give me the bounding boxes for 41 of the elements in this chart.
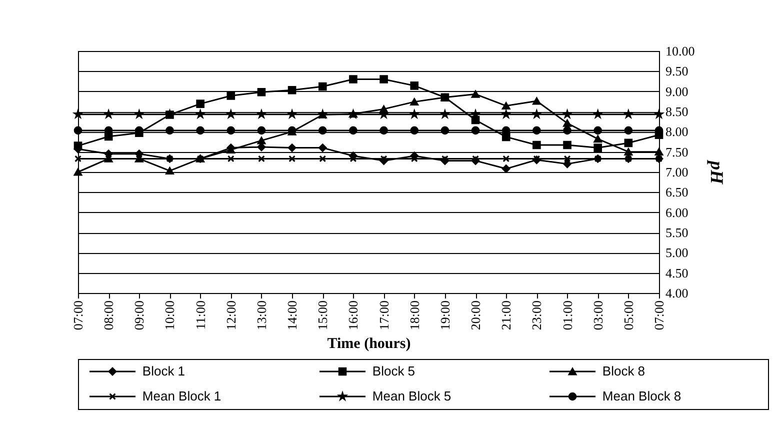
y-tick-label: 9.00 [666,84,688,99]
x-tick-label: 15:00 [315,300,330,330]
legend-label: Block 5 [372,364,416,378]
x-tick-label: 12:00 [223,300,238,330]
legend-label: Mean Block 8 [602,388,682,404]
x-tick-label: 20:00 [468,300,484,330]
x-tick-label: 01:00 [560,300,575,330]
x-tick-label: 11:00 [192,300,208,330]
legend-label: Block 1 [142,364,186,378]
y-tick-label: 6.00 [666,204,688,220]
legend-label: Mean Block 5 [372,388,452,404]
y-axis-title: pH [706,158,727,185]
x-tick-label: 19:00 [437,300,452,330]
x-tick-label: 05:00 [620,300,636,330]
y-tick-label: 7.50 [666,144,688,160]
y-tick-label: 4.00 [666,286,688,300]
x-tick-label: 08:00 [101,300,116,330]
x-tick-label: 07:00 [70,300,86,330]
x-tick-label: 09:00 [132,300,147,330]
y-tick-label: 6.50 [666,184,688,200]
x-tick-label: 16:00 [346,300,361,330]
y-tick-label: 8.00 [666,124,688,140]
x-tick-label: 14:00 [284,300,300,330]
x-tick-label: 03:00 [590,300,606,330]
x-tick-label: 17:00 [376,300,392,330]
y-tick-label: 5.50 [666,225,688,240]
legend-label: Block 8 [602,364,646,378]
x-tick-label: 23:00 [529,300,544,330]
y-tick-label: 4.50 [666,265,688,280]
y-tick-label: 5.00 [666,245,688,260]
x-tick-label: 07:00 [652,300,666,330]
y-tick-label: 9.50 [666,64,688,79]
x-tick-label: 21:00 [498,300,514,330]
x-tick-label: 13:00 [254,300,269,330]
y-tick-label: 7.00 [666,164,688,180]
x-tick-label: 18:00 [406,300,422,330]
y-tick-label: 10.00 [666,44,695,58]
y-tick-label: 8.50 [666,104,688,119]
legend-label: Mean Block 1 [142,388,222,404]
x-tick-label: 10:00 [162,300,178,330]
x-axis-title: Time (hours) [327,336,411,352]
